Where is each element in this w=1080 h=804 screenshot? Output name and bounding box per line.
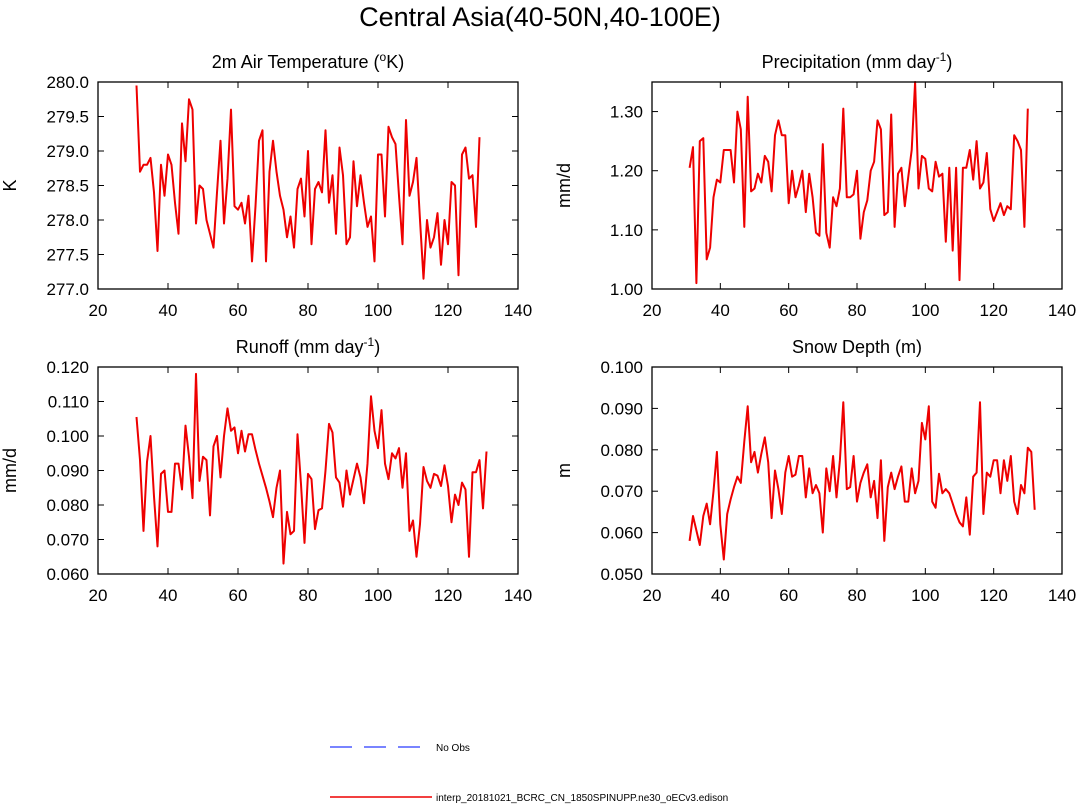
x-tick-label: 40 xyxy=(159,586,178,605)
y-tick-label: 1.00 xyxy=(610,280,643,299)
y-tick-label: 279.0 xyxy=(46,142,89,161)
y-tick-label: 277.0 xyxy=(46,280,89,299)
x-tick-label: 120 xyxy=(434,586,462,605)
y-tick-label: 278.5 xyxy=(46,177,89,196)
y-axis-label: mm/d xyxy=(0,448,20,493)
panel-title-end: ) xyxy=(374,337,380,357)
y-tick-label: 0.060 xyxy=(46,565,89,584)
x-tick-label: 80 xyxy=(299,301,318,320)
panel-title-superscript: -1 xyxy=(364,335,375,349)
y-tick-label: 279.5 xyxy=(46,108,89,127)
y-tick-label: 1.20 xyxy=(610,162,643,181)
legend-label-model: interp_20181021_BCRC_CN_1850SPINUPP.ne30… xyxy=(436,793,728,804)
x-tick-label: 60 xyxy=(229,586,248,605)
panel-title-main: Runoff (mm day xyxy=(236,337,364,357)
x-tick-label: 140 xyxy=(1048,586,1076,605)
y-tick-label: 0.090 xyxy=(46,462,89,481)
panel-title-main: 2m Air Temperature ( xyxy=(212,52,380,72)
x-tick-label: 40 xyxy=(159,301,178,320)
legend: No Obs interp_20181021_BCRC_CN_1850SPINU… xyxy=(330,743,728,804)
x-tick-label: 80 xyxy=(848,586,867,605)
x-tick-label: 100 xyxy=(364,301,392,320)
panel-precipitation: Precipitation (mm day-1) mm/d 20 40 60 80 100 1… xyxy=(554,50,1076,320)
x-tick-label: 60 xyxy=(779,586,798,605)
y-tick-label: 0.110 xyxy=(48,393,89,412)
panel-title: 2m Air Temperature (oK) xyxy=(212,50,404,72)
x-tick-label: 80 xyxy=(848,301,867,320)
x-tick-label: 120 xyxy=(979,301,1007,320)
series-line-temperature xyxy=(135,85,481,280)
x-tick-label: 60 xyxy=(229,301,248,320)
x-tick-label: 100 xyxy=(364,586,392,605)
figure-title: Central Asia(40-50N,40-100E) xyxy=(359,2,721,32)
y-tick-label: 1.30 xyxy=(610,103,643,122)
x-tick-label: 100 xyxy=(911,586,939,605)
y-tick-label: 1.10 xyxy=(610,221,643,240)
panel-title-superscript: o xyxy=(380,50,387,64)
panel-title-end: ) xyxy=(946,52,952,72)
series-line-snow-depth xyxy=(688,401,1036,561)
y-tick-label: 0.080 xyxy=(46,496,89,515)
y-tick-label: 0.100 xyxy=(46,427,89,446)
x-tick-label: 120 xyxy=(979,586,1007,605)
y-tick-label: 0.070 xyxy=(600,482,643,501)
y-tick-label: 280.0 xyxy=(46,73,89,92)
panel-snow-depth: Snow Depth (m) m 20 40 60 80 100 120 140 0.050 0.0… xyxy=(554,337,1076,605)
plot-frame xyxy=(97,366,519,575)
x-tick-label: 60 xyxy=(779,301,798,320)
plot-frame xyxy=(97,81,519,290)
panel-title: Runoff (mm day-1) xyxy=(236,335,380,357)
legend-label-obs: No Obs xyxy=(436,743,470,754)
plot-frame xyxy=(651,81,1063,290)
x-tick-label: 120 xyxy=(434,301,462,320)
y-tick-label: 0.050 xyxy=(600,565,643,584)
y-axis-label: mm/d xyxy=(554,163,574,208)
x-tick-label: 20 xyxy=(643,301,662,320)
series-line-precipitation xyxy=(688,81,1029,285)
panel-title: Snow Depth (m) xyxy=(792,337,922,357)
panel-title-superscript: -1 xyxy=(936,50,947,64)
panel-title-main: Snow Depth (m) xyxy=(792,337,922,357)
x-tick-label: 100 xyxy=(911,301,939,320)
x-tick-label: 140 xyxy=(504,301,532,320)
y-tick-label: 277.5 xyxy=(46,246,89,265)
y-tick-label: 0.080 xyxy=(600,441,643,460)
y-tick-label: 0.100 xyxy=(600,358,643,377)
panel-title: Precipitation (mm day-1) xyxy=(762,50,953,72)
panel-title-main: Precipitation (mm day xyxy=(762,52,936,72)
y-tick-label: 0.070 xyxy=(46,531,89,550)
y-tick-label: 278.0 xyxy=(46,211,89,230)
series-line-runoff xyxy=(135,372,488,565)
x-tick-label: 20 xyxy=(643,586,662,605)
panel-runoff: Runoff (mm day-1) mm/d 20 40 60 80 100 120 140 0.… xyxy=(0,335,532,605)
x-tick-label: 140 xyxy=(1048,301,1076,320)
x-tick-label: 40 xyxy=(711,301,730,320)
panel-temperature: 2m Air Temperature (oK) K 20 40 60 80 100 120 14… xyxy=(0,50,532,320)
x-tick-label: 40 xyxy=(711,586,730,605)
x-tick-label: 20 xyxy=(89,586,108,605)
x-tick-label: 80 xyxy=(299,586,318,605)
y-tick-label: 0.120 xyxy=(46,358,89,377)
y-axis-label: K xyxy=(0,179,20,191)
y-tick-label: 0.060 xyxy=(600,524,643,543)
plot-frame xyxy=(651,366,1063,575)
x-tick-label: 140 xyxy=(504,586,532,605)
panel-title-end: K) xyxy=(386,52,404,72)
y-axis-label: m xyxy=(554,463,574,478)
y-tick-label: 0.090 xyxy=(600,399,643,418)
x-tick-label: 20 xyxy=(89,301,108,320)
